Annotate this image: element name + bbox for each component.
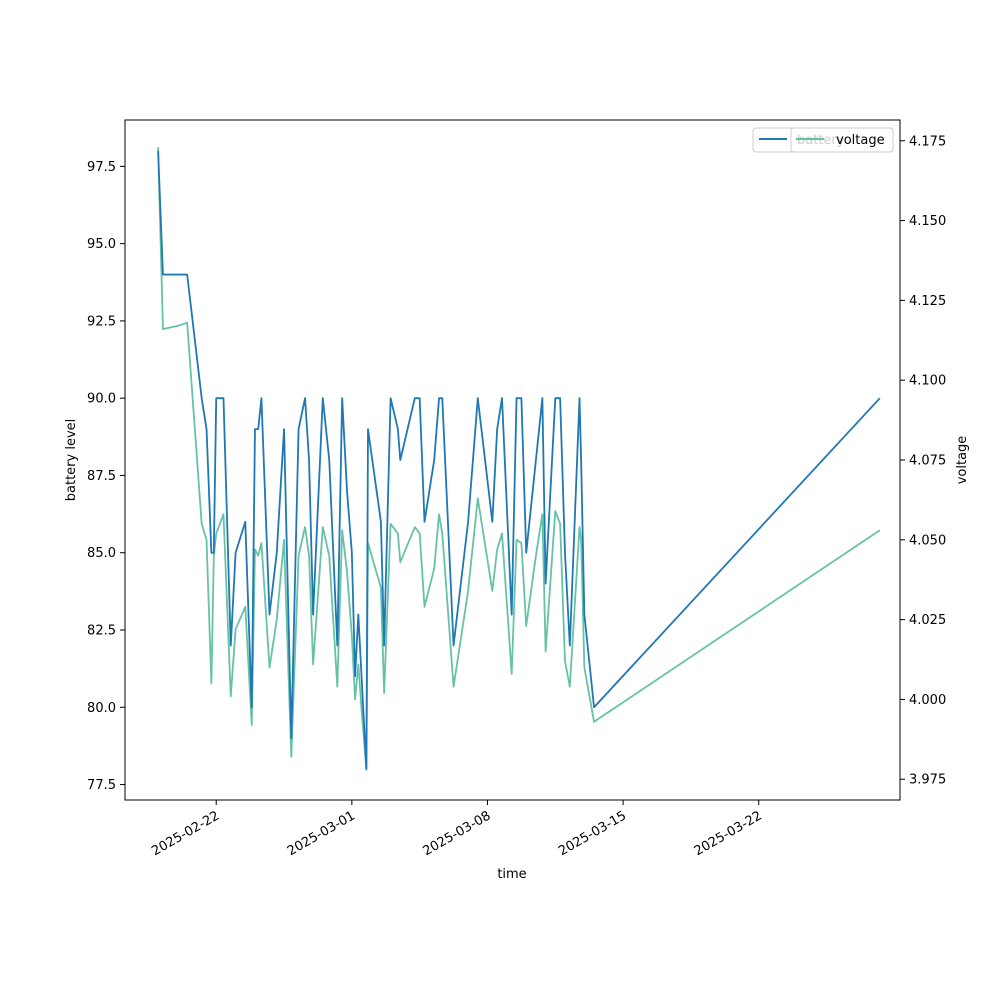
legend-voltage-label: voltage (836, 133, 885, 148)
x-axis: 2025-02-22 2025-03-01 2025-03-08 2025-03-15… (149, 800, 765, 859)
y-axis-right-title: voltage (955, 436, 970, 485)
y-right-tick-label: 3.975 (909, 773, 946, 788)
y-left-tick-label: 80.0 (87, 701, 116, 716)
y-right-tick-label: 4.000 (909, 693, 946, 708)
series-line-battery (157, 150, 881, 770)
x-axis-title: time (497, 867, 526, 882)
y-right-tick-label: 4.125 (909, 294, 946, 309)
y-left-tick-label: 82.5 (87, 624, 116, 639)
y-left-tick-label: 97.5 (87, 160, 116, 175)
x-tick-label: 2025-03-01 (285, 808, 358, 859)
plot-lines (157, 147, 881, 771)
y-axis-left: 77.5 80.0 82.5 85.0 87.5 90.0 92.5 95.0 97.5 (87, 160, 125, 793)
y-axis-left-title: battery level (64, 419, 79, 502)
y-left-tick-label: 90.0 (87, 392, 116, 407)
x-tick-label: 2025-03-15 (556, 808, 629, 859)
legend-voltage: voltage (790, 127, 894, 153)
plot-frame (124, 119, 901, 801)
y-right-tick-label: 4.075 (909, 454, 946, 469)
y-left-tick-label: 87.5 (87, 469, 116, 484)
y-right-tick-label: 4.175 (909, 134, 946, 149)
y-right-tick-label: 4.150 (909, 214, 946, 229)
y-right-tick-label: 4.025 (909, 613, 946, 628)
y-right-tick-label: 4.100 (909, 374, 946, 389)
x-tick-label: 2025-02-22 (149, 808, 222, 859)
x-tick-label: 2025-03-22 (692, 808, 765, 859)
y-left-tick-label: 77.5 (87, 778, 116, 793)
y-left-tick-label: 95.0 (87, 237, 116, 252)
x-tick-label: 2025-03-08 (421, 808, 494, 859)
series-line-voltage (157, 147, 881, 771)
y-axis-right: 3.975 4.000 4.025 4.050 4.075 4.100 4.125 4.150… (900, 134, 946, 788)
y-left-tick-label: 85.0 (87, 546, 116, 561)
y-right-tick-label: 4.050 (909, 533, 946, 548)
y-left-tick-label: 92.5 (87, 314, 116, 329)
